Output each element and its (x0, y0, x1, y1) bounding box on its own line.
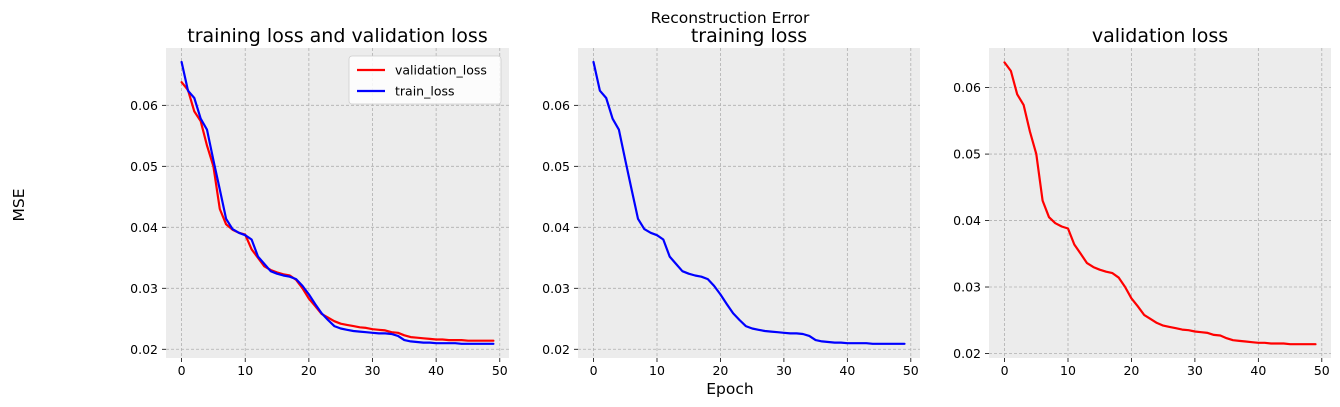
combined-xtick-label-3: 30 (365, 363, 381, 378)
training-ytick-label-0: 0.02 (542, 342, 570, 357)
combined-xtick-label-0: 0 (178, 363, 186, 378)
validation-title: validation loss (1092, 25, 1228, 47)
validation-plot-area (989, 48, 1331, 358)
legend-label-validation-loss: validation_loss (395, 63, 487, 78)
combined-xtick-label-5: 50 (492, 363, 508, 378)
training-ytick-label-1: 0.03 (542, 281, 570, 296)
legend-label-train-loss: train_loss (395, 84, 455, 99)
training-series-0-line (592, 60, 906, 345)
combined-ytick-label-2: 0.04 (130, 220, 158, 235)
training-title: training loss (691, 25, 807, 47)
combined-series-train-loss-line (180, 60, 495, 345)
validation-ytick-label-4: 0.06 (953, 80, 981, 95)
validation-xtick-label-2: 20 (1123, 363, 1139, 378)
combined-title: training loss and validation loss (187, 25, 487, 47)
validation-xtick-label-5: 50 (1314, 363, 1330, 378)
combined-ytick-label-3: 0.05 (130, 159, 158, 174)
validation-series-0-line (1003, 61, 1317, 346)
subplot-validation: 0 10 20 30 40 50 0.02 0.03 0.04 0.05 0.06 validatio… (953, 25, 1331, 378)
figure-x-label: Epoch (706, 380, 753, 398)
combined-ytick-label-1: 0.03 (130, 281, 158, 296)
figure-y-label: MSE (10, 188, 28, 221)
validation-xtick-label-3: 30 (1187, 363, 1203, 378)
validation-ytick-label-2: 0.04 (953, 213, 981, 228)
training-xtick-label-5: 50 (903, 363, 919, 378)
validation-xtick-label-1: 10 (1060, 363, 1076, 378)
training-ytick-label-2: 0.04 (542, 220, 570, 235)
validation-ytick-label-3: 0.05 (953, 147, 981, 162)
training-plot-area (578, 48, 920, 358)
combined-ytick-label-0: 0.02 (130, 342, 158, 357)
combined-xtick-label-2: 20 (301, 363, 317, 378)
figure-suptitle: Reconstruction Error (651, 9, 810, 27)
combined-ytick-label-4: 0.06 (130, 98, 158, 113)
training-xtick-label-2: 20 (712, 363, 728, 378)
legend-box (348, 55, 502, 105)
training-ytick-label-4: 0.06 (542, 98, 570, 113)
training-ytick-label-3: 0.05 (542, 159, 570, 174)
subplot-combined: 0 10 20 30 40 50 0.02 0.03 0.04 0.05 0.06 training … (130, 25, 509, 378)
training-xtick-label-1: 10 (649, 363, 665, 378)
validation-xtick-label-4: 40 (1250, 363, 1266, 378)
validation-ytick-label-1: 0.03 (953, 280, 981, 295)
combined-xtick-label-1: 10 (237, 363, 253, 378)
training-xtick-label-0: 0 (590, 363, 598, 378)
validation-xtick-label-0: 0 (1001, 363, 1009, 378)
subplot-training: 0 10 20 30 40 50 0.02 0.03 0.04 0.05 0.06 training … (542, 25, 920, 378)
validation-ytick-label-0: 0.02 (953, 346, 981, 361)
training-xtick-label-4: 40 (839, 363, 855, 378)
training-xtick-label-3: 30 (776, 363, 792, 378)
combined-xtick-label-4: 40 (428, 363, 444, 378)
